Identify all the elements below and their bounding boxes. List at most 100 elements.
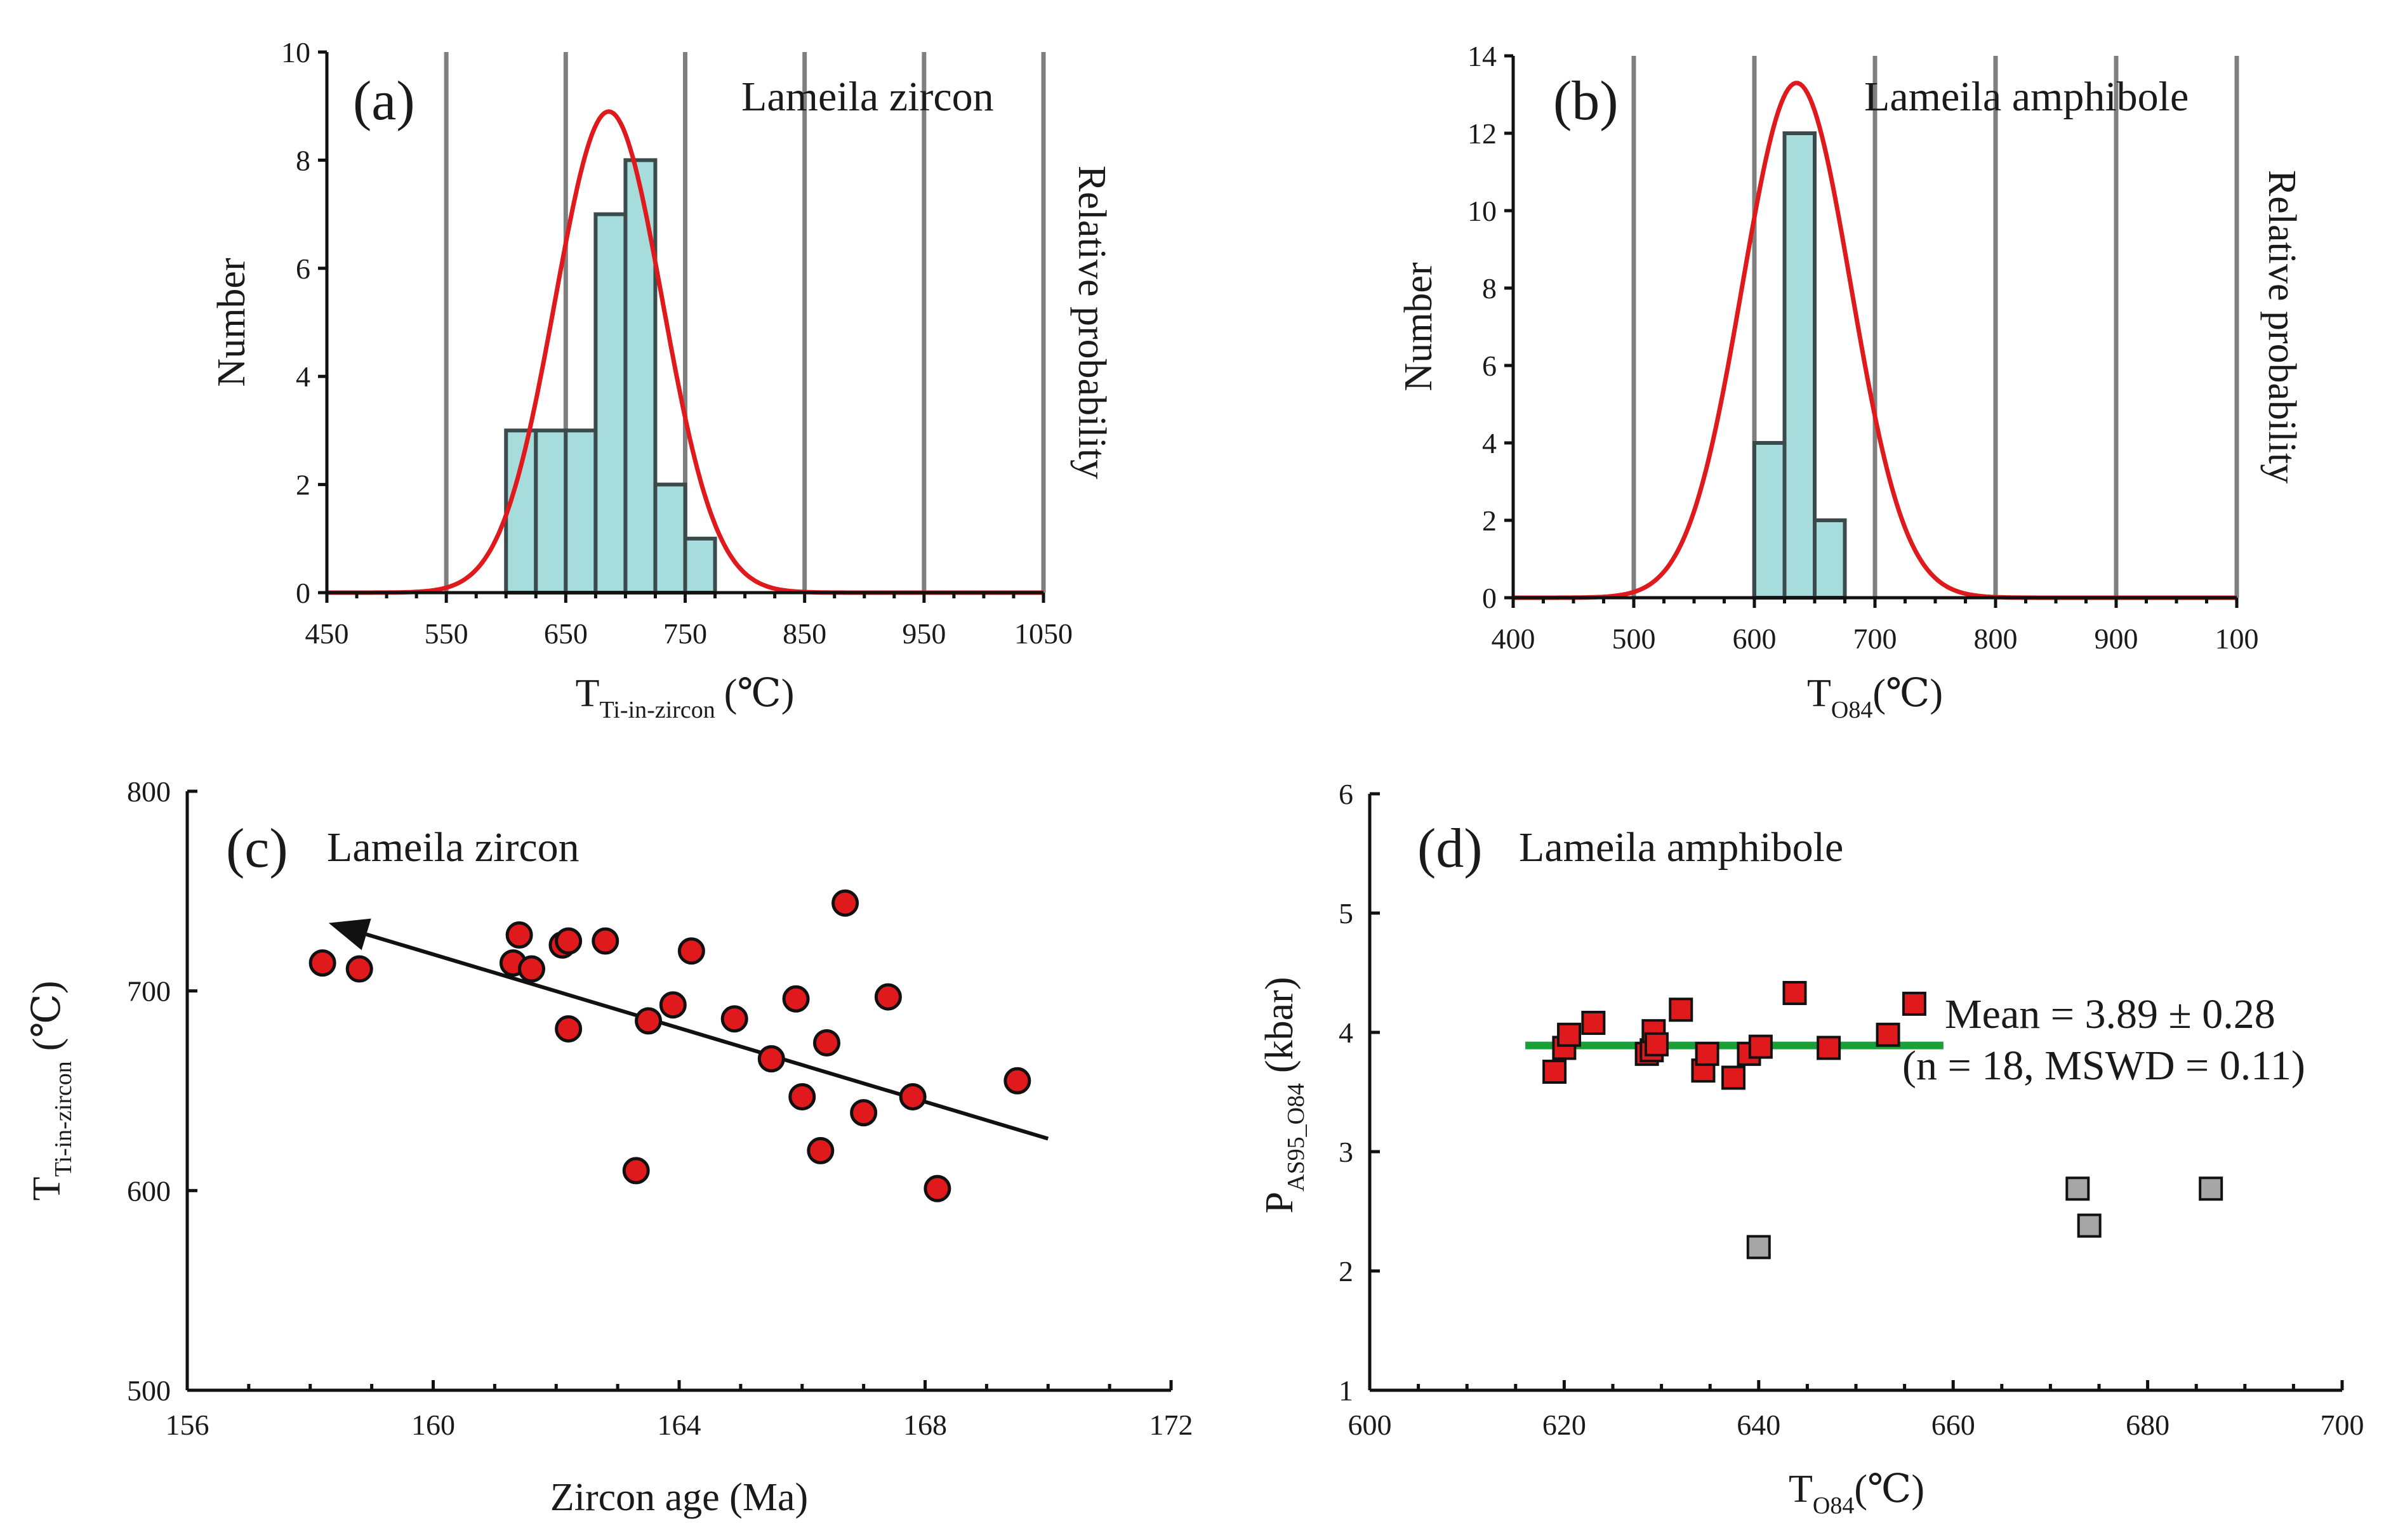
panel-b-bars xyxy=(1752,131,1847,600)
panel-d-x-label-sub: O84 xyxy=(1813,1492,1854,1519)
panel-c-x-tick-label: 168 xyxy=(903,1409,947,1441)
panel-d-excluded-point xyxy=(2077,1213,2102,1238)
panel-a-bar xyxy=(593,212,628,595)
panel-a-x-label-sub: Ti-in-zircon xyxy=(599,697,715,723)
panel-d-y-tick-label: 2 xyxy=(1339,1255,1353,1287)
panel-c-points xyxy=(308,889,1031,1202)
panel-b-y-tick-label: 0 xyxy=(1482,582,1497,614)
panel-a-x-tick-label: 550 xyxy=(425,617,468,650)
panel-b-y-tick-label: 10 xyxy=(1467,195,1497,227)
panel-d-x-tick-label: 680 xyxy=(2126,1409,2169,1441)
panel-b-bar xyxy=(1782,131,1817,600)
panel-b-x-label: TO84(℃) xyxy=(1807,672,1943,723)
panel-d-data-point xyxy=(1557,1022,1582,1047)
panel-d-y-label-sub: AS95_O84 xyxy=(1283,1083,1309,1192)
panel-d-y-tick-label: 6 xyxy=(1339,778,1353,810)
panel-a-x-label-unit: (℃) xyxy=(724,672,795,715)
panel-d-x-label-unit: (℃) xyxy=(1854,1468,1924,1511)
panel-d-x-tick-label: 660 xyxy=(1931,1409,1975,1441)
panel-d-x-label: TO84(℃) xyxy=(1789,1468,1924,1519)
panel-b-y-tick-label: 12 xyxy=(1467,117,1497,150)
panel-a-title: Lameila zircon xyxy=(741,74,994,120)
panel-c-data-point xyxy=(345,955,373,983)
panel-d-y-label-main: P xyxy=(1258,1192,1301,1213)
panel-b-x-tick-label: 500 xyxy=(1612,622,1656,655)
panel-c-ticks: 500 600 700 800 156 160 164 168 172 xyxy=(127,775,1193,1441)
panel-d-excluded-point xyxy=(1746,1235,1771,1260)
panel-c-scatter: 500 600 700 800 156 160 164 168 172 (c) Lameila … xyxy=(25,775,1193,1519)
panel-b-histogram: 0 2 4 6 8 10 12 14 400 500 600 700 800 900 100 (b) Lam… xyxy=(1397,40,2303,723)
panel-a-x-tick-label: 1050 xyxy=(1014,617,1073,650)
panel-c-data-point xyxy=(924,1175,951,1202)
panel-b-y-tick-label: 4 xyxy=(1482,427,1497,459)
panel-c-data-point xyxy=(899,1083,927,1110)
panel-c-data-point xyxy=(635,1007,663,1035)
panel-d-data-point xyxy=(1782,980,1807,1005)
panel-d-x-label-main: T xyxy=(1789,1468,1813,1511)
panel-c-trend-arrowhead xyxy=(328,918,371,951)
panel-c-x-tick-label: 164 xyxy=(658,1409,701,1441)
panel-d-x-tick-label: 600 xyxy=(1348,1409,1392,1441)
panel-d-data-point xyxy=(1542,1060,1567,1084)
panel-b-y-label-right: Relative probability xyxy=(2260,170,2303,484)
panel-b-title: Lameila amphibole xyxy=(1864,74,2189,120)
panel-b-tag: (b) xyxy=(1553,70,1619,132)
panel-b-y-label: Number xyxy=(1397,262,1440,392)
panel-c-data-point xyxy=(659,991,687,1019)
panel-d-scatter: 1 2 3 4 5 6 600 620 640 660 680 700 (d) Lameila amp… xyxy=(1258,778,2364,1519)
panel-a-bar xyxy=(653,482,687,595)
panel-a-x-tick-label: 950 xyxy=(902,617,946,650)
panel-b-ticks: 0 2 4 6 8 10 12 14 400 500 600 700 800 900 100 xyxy=(1467,40,2259,655)
panel-a-x-tick-label: 850 xyxy=(783,617,826,650)
panel-d-y-tick-label: 4 xyxy=(1339,1017,1353,1049)
panel-b-x-tick-label: 700 xyxy=(1853,622,1897,655)
panel-a-bar xyxy=(683,536,717,595)
panel-d-data-point xyxy=(1876,1022,1900,1047)
panel-a-y-label-right: Relative probability xyxy=(1070,166,1113,479)
panel-b-bar xyxy=(1752,441,1787,600)
panel-b-y-tick-label: 2 xyxy=(1482,504,1497,537)
panel-c-trend-arrow-group xyxy=(328,918,1049,1141)
panel-a-gridlines xyxy=(444,52,1046,593)
panel-c-data-point xyxy=(850,1099,878,1127)
panel-d-excluded-point xyxy=(2199,1176,2223,1201)
panel-b-y-tick-label: 6 xyxy=(1482,350,1497,382)
panel-c-data-point xyxy=(592,927,619,955)
panel-c-data-point xyxy=(518,955,545,983)
panel-d-y-label: PAS95_O84 (kbar) xyxy=(1258,977,1309,1214)
panel-a-bar xyxy=(534,428,568,595)
panel-a-x-label: TTi-in-zircon (℃) xyxy=(576,672,795,723)
panel-c-data-point xyxy=(720,1005,748,1033)
panel-a-x-tick-label: 750 xyxy=(663,617,707,650)
panel-d-points xyxy=(1542,980,2223,1260)
panel-c-x-tick-label: 160 xyxy=(411,1409,455,1441)
panel-b-y-tick-label: 8 xyxy=(1482,272,1497,305)
panel-d-excluded-point xyxy=(2065,1176,2090,1201)
panel-b-x-tick-label: 800 xyxy=(1974,622,2018,655)
panel-c-data-point xyxy=(831,889,859,917)
panel-a-y-tick-label: 10 xyxy=(281,36,310,69)
panel-a-bar xyxy=(564,428,598,595)
panel-c-y-label-sub: Ti-in-zircon xyxy=(50,1061,77,1176)
panel-b-x-tick-label: 900 xyxy=(2095,622,2138,655)
panel-d-title: Lameila amphibole xyxy=(1519,824,1843,871)
panel-d-data-point xyxy=(1721,1065,1745,1090)
panel-a-ticks: 0 2 4 6 8 10 450 550 650 750 850 950 1050 xyxy=(281,36,1073,650)
panel-a-y-tick-label: 2 xyxy=(296,469,310,501)
panel-c-title: Lameila zircon xyxy=(327,824,580,871)
panel-a-x-tick-label: 650 xyxy=(544,617,588,650)
panel-a-y-tick-label: 4 xyxy=(296,360,310,393)
panel-a-y-tick-label: 6 xyxy=(296,253,310,285)
panel-a-y-label: Number xyxy=(210,258,253,387)
panel-a-tag: (a) xyxy=(353,70,415,132)
panel-d-mean-annotation: Mean = 3.89 ± 0.28 xyxy=(1945,991,2275,1037)
panel-c-x-tick-label: 156 xyxy=(166,1409,209,1441)
panel-d-data-point xyxy=(1902,991,1926,1016)
panel-b-x-tick-label: 600 xyxy=(1733,622,1777,655)
panel-d-data-point xyxy=(1817,1036,1841,1060)
panel-d-data-point xyxy=(1748,1034,1773,1059)
panel-a-bars xyxy=(504,158,717,595)
panel-b-gridlines xyxy=(1631,56,2239,598)
panel-d-y-tick-label: 3 xyxy=(1339,1136,1353,1168)
